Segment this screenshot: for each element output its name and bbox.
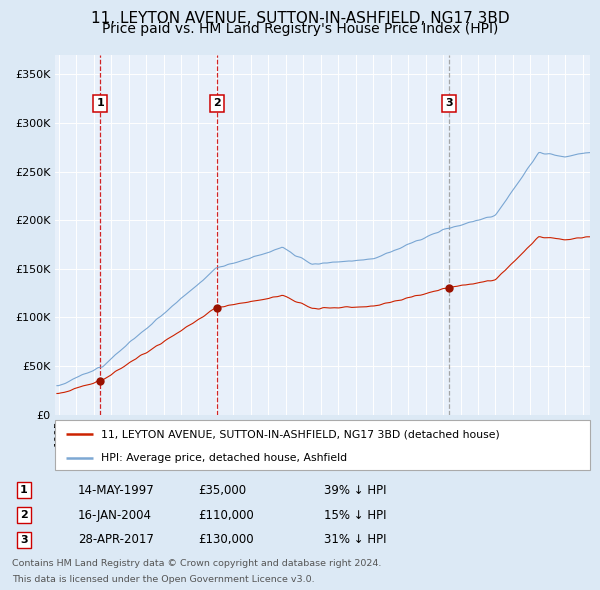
Text: This data is licensed under the Open Government Licence v3.0.: This data is licensed under the Open Gov… [12,575,314,584]
Text: Price paid vs. HM Land Registry's House Price Index (HPI): Price paid vs. HM Land Registry's House … [102,22,498,36]
Text: 3: 3 [445,99,452,109]
Text: 11, LEYTON AVENUE, SUTTON-IN-ASHFIELD, NG17 3BD (detached house): 11, LEYTON AVENUE, SUTTON-IN-ASHFIELD, N… [101,429,499,439]
Text: 28-APR-2017: 28-APR-2017 [78,533,154,546]
Text: 15% ↓ HPI: 15% ↓ HPI [324,509,386,522]
Text: 2: 2 [20,510,28,520]
Text: £110,000: £110,000 [198,509,254,522]
Text: 1: 1 [20,486,28,495]
Text: Contains HM Land Registry data © Crown copyright and database right 2024.: Contains HM Land Registry data © Crown c… [12,559,382,568]
FancyBboxPatch shape [55,420,590,470]
Text: 14-MAY-1997: 14-MAY-1997 [78,484,155,497]
Text: £35,000: £35,000 [198,484,246,497]
Text: 3: 3 [20,535,28,545]
Text: 11, LEYTON AVENUE, SUTTON-IN-ASHFIELD, NG17 3BD: 11, LEYTON AVENUE, SUTTON-IN-ASHFIELD, N… [91,11,509,25]
Text: 1: 1 [96,99,104,109]
Text: 39% ↓ HPI: 39% ↓ HPI [324,484,386,497]
Text: 16-JAN-2004: 16-JAN-2004 [78,509,152,522]
Text: HPI: Average price, detached house, Ashfield: HPI: Average price, detached house, Ashf… [101,453,347,463]
Text: 31% ↓ HPI: 31% ↓ HPI [324,533,386,546]
Text: £130,000: £130,000 [198,533,254,546]
Text: 2: 2 [213,99,221,109]
